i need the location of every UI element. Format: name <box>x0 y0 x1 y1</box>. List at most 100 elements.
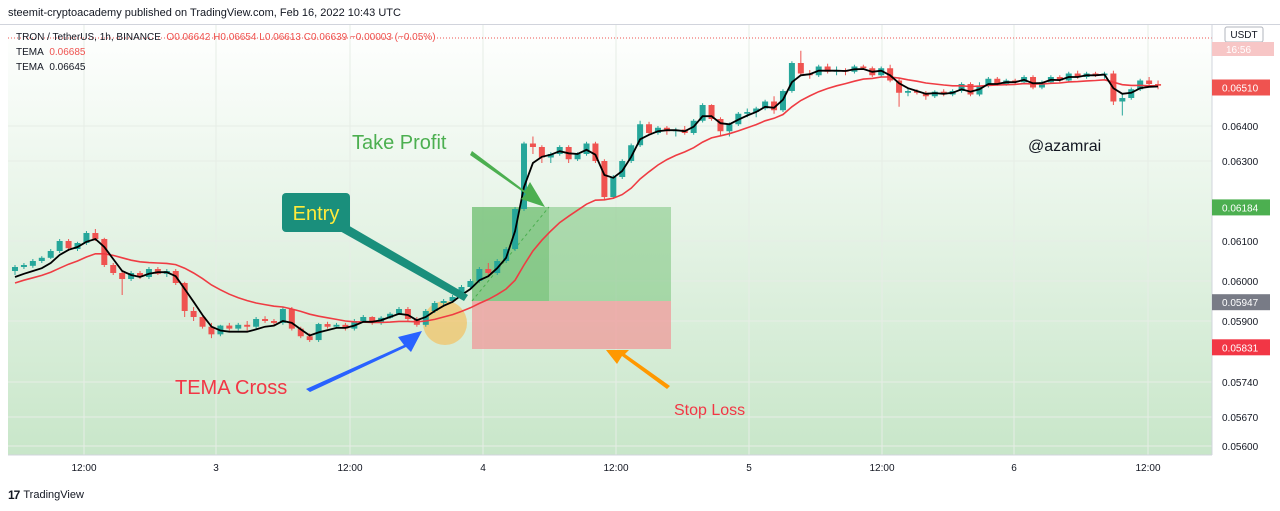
grid-lines <box>8 25 1212 455</box>
price-axis-background <box>1212 25 1280 455</box>
price-label-text: 0.05831 <box>1222 343 1259 354</box>
tema-cross-label: TEMA Cross <box>175 377 287 399</box>
candle-body <box>360 317 367 321</box>
price-tick-label: 0.06100 <box>1222 237 1259 248</box>
candle-body <box>1092 73 1099 76</box>
time-tick-label: 12:00 <box>869 463 894 474</box>
candle-body <box>485 269 492 273</box>
price-label-box <box>1212 294 1270 311</box>
price-label-box <box>1212 199 1270 216</box>
tema1-value: 0.06685 <box>49 47 86 58</box>
take-profit-arrow <box>470 151 545 207</box>
time-badge-label: 16:56 <box>1226 45 1251 56</box>
price-label-text: 0.05947 <box>1222 298 1259 309</box>
time-tick-label: 4 <box>480 463 486 474</box>
candle-body <box>985 78 992 86</box>
candlestick-chart[interactable]: Take Profit Entry TEMA Cross Stop Loss @azam… <box>0 25 1280 483</box>
candle-body <box>449 297 456 301</box>
candle-body <box>547 154 554 158</box>
price-tick-label: 0.05900 <box>1222 317 1259 328</box>
legend-tema2-row[interactable]: TEMA 0.06645 <box>16 62 86 73</box>
candle-body <box>583 143 590 154</box>
candle-body <box>20 265 27 267</box>
candle-body <box>958 84 965 91</box>
price-tick-label: 0.05600 <box>1222 442 1259 453</box>
trade-path-line <box>471 206 550 302</box>
chart-frame: Take Profit Entry TEMA Cross Stop Loss @azam… <box>0 24 1280 483</box>
price-tick-label: 0.06400 <box>1222 122 1259 133</box>
price-label-box <box>1212 79 1270 96</box>
candle-body <box>1119 98 1126 102</box>
time-axis[interactable]: 12:00 3 12:00 4 12:00 5 12:00 6 12:00 <box>0 454 1280 483</box>
footer: 17 TradingView <box>8 488 84 502</box>
candle-body <box>137 273 144 277</box>
time-tick-label: 12:00 <box>71 463 96 474</box>
tradingview-logo-icon[interactable]: 17 <box>8 488 20 502</box>
candle-body <box>601 161 608 197</box>
candle-body <box>1146 80 1153 84</box>
time-tick-label: 12:00 <box>1135 463 1160 474</box>
candle-body <box>395 309 402 314</box>
tema2-label: TEMA <box>16 62 44 73</box>
candle-body <box>628 145 635 161</box>
candle-body <box>235 324 242 329</box>
candle-body <box>797 63 804 74</box>
time-tick-label: 12:00 <box>603 463 628 474</box>
ohlc-readout: O0.06642 H0.06654 L0.06613 C0.06639 −0.0… <box>166 32 436 43</box>
candle-body <box>92 233 99 239</box>
candle-body <box>824 66 831 72</box>
price-tick-label: 0.06000 <box>1222 277 1259 288</box>
symbol-label[interactable]: TRON / TetherUS, 1h, BINANCE <box>16 32 161 43</box>
candle-body <box>538 147 545 158</box>
price-label-text: 0.06184 <box>1222 203 1259 214</box>
trade-zones <box>423 206 671 349</box>
candle-body <box>637 124 644 146</box>
candle-body <box>646 124 653 133</box>
candle-body <box>431 303 438 311</box>
candle-body <box>1074 73 1081 77</box>
time-tick-label: 12:00 <box>337 463 362 474</box>
candle-body <box>38 257 45 261</box>
candle-body <box>297 328 304 337</box>
candle-body <box>128 273 135 279</box>
legend-tema1-row[interactable]: TEMA 0.06685 <box>16 47 86 58</box>
entry-label: Entry <box>293 203 340 225</box>
candle-body <box>771 101 778 111</box>
candle-body <box>253 319 260 327</box>
candle-body <box>440 301 447 303</box>
publish-caption: steemit-cryptoacademy published on Tradi… <box>8 7 401 19</box>
candle-body <box>1155 84 1162 86</box>
candle-body <box>12 267 18 271</box>
candle-body <box>1030 77 1037 88</box>
candle-body <box>762 101 769 109</box>
candle-body <box>47 251 54 258</box>
candle-body <box>199 317 206 327</box>
plot-background <box>8 25 1212 455</box>
time-badge-box <box>1212 42 1274 56</box>
tema-lines <box>14 68 1159 337</box>
candle-body <box>288 309 295 329</box>
price-tick-label: 0.06300 <box>1222 157 1259 168</box>
candle-body <box>744 112 751 114</box>
tema-slow-line <box>14 76 1158 324</box>
annotations: Take Profit Entry TEMA Cross Stop Loss @azam… <box>175 132 1101 419</box>
candle-body <box>753 108 760 112</box>
stop-loss-zone <box>472 301 671 349</box>
candle-body <box>83 233 90 243</box>
candle-body <box>333 324 340 327</box>
price-label-text: 0.06510 <box>1222 84 1259 95</box>
candle-body <box>592 143 599 161</box>
candle-body <box>387 313 394 318</box>
brand-name[interactable]: TradingView <box>23 489 84 501</box>
candle-body <box>306 336 313 341</box>
time-tick-label: 3 <box>213 463 219 474</box>
candle-body <box>994 78 1001 84</box>
candle-body <box>717 119 724 132</box>
candle-body <box>896 80 903 93</box>
candle-body <box>726 124 733 132</box>
candle-body <box>404 309 411 319</box>
candle-body <box>208 326 215 335</box>
entry-arrow <box>338 224 468 301</box>
price-axis[interactable]: 0.06400 0.06300 0.06100 0.06000 0.05900 0.057… <box>1211 25 1280 455</box>
currency-label: USDT <box>1230 30 1257 41</box>
